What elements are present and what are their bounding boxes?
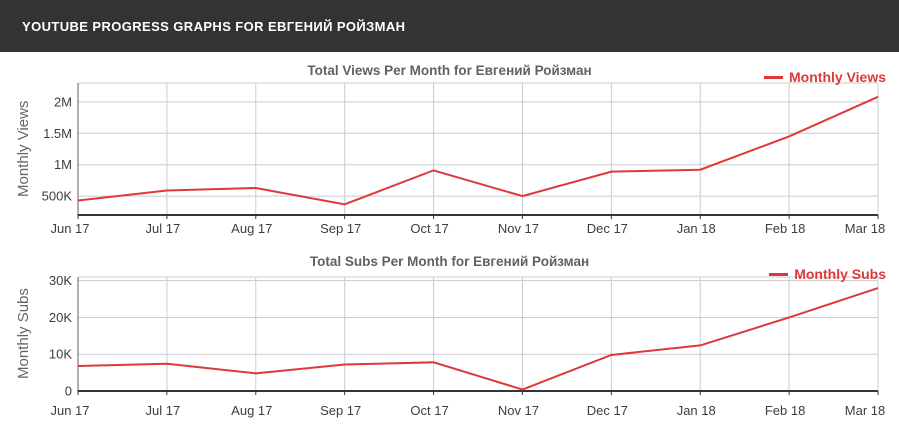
subs-legend: Monthly Subs	[769, 266, 886, 282]
page-title: YOUTUBE PROGRESS GRAPHS FOR ЕВГЕНИЙ РОЙЗ…	[22, 18, 406, 34]
y-tick-label: 1M	[54, 157, 72, 172]
views-legend: Monthly Views	[764, 69, 886, 85]
legend-line-icon	[764, 75, 784, 79]
x-tick-label: Mar 18	[845, 403, 885, 418]
y-tick-label: 20K	[49, 310, 72, 325]
x-tick-label: Mar 18	[845, 221, 885, 236]
x-tick-label: Feb 18	[765, 403, 805, 418]
x-tick-label: Jul 17	[146, 403, 181, 418]
y-tick-label: 10K	[49, 347, 72, 362]
subs-y-axis-title: Monthly Subs	[15, 288, 32, 380]
x-tick-label: Jun 17	[50, 403, 89, 418]
y-tick-label: 30K	[49, 273, 72, 288]
subs-legend-label: Monthly Subs	[794, 266, 886, 282]
y-tick-label: 0	[65, 384, 72, 399]
x-tick-label: Sep 17	[320, 403, 361, 418]
x-tick-label: Nov 17	[498, 403, 539, 418]
x-tick-label: Oct 17	[410, 403, 448, 418]
data-line[interactable]	[77, 95, 879, 206]
x-tick-label: Nov 17	[498, 221, 539, 236]
views-chart-section: 500K 1M 1.5M 2M Jun 17 Jul 17 Aug 17 Sep 17 Oct …	[0, 52, 899, 245]
x-tick-label: Jan 18	[677, 221, 716, 236]
data-line[interactable]	[77, 287, 879, 391]
x-tick-label: Feb 18	[765, 221, 805, 236]
x-tick-label: Aug 17	[231, 221, 272, 236]
x-tick-label: Jun 17	[50, 221, 89, 236]
x-tick-label: Dec 17	[587, 403, 628, 418]
x-tick-label: Sep 17	[320, 221, 361, 236]
app-header: YOUTUBE PROGRESS GRAPHS FOR ЕВГЕНИЙ РОЙЗ…	[0, 0, 899, 52]
subs-chart-section: 0 10K 20K 30K Jun 17 Jul 17 Aug 17 Sep 17 Oct 17…	[0, 245, 899, 427]
subs-plot-area[interactable]: 0 10K 20K 30K Jun 17 Jul 17 Aug 17 Sep 17 Oct 17…	[0, 245, 899, 427]
views-chart-title: Total Views Per Month for Евгений Ройзма…	[307, 63, 592, 78]
x-tick-label: Dec 17	[587, 221, 628, 236]
y-tick-label: 1.5M	[43, 126, 72, 141]
x-tick-label: Jan 18	[677, 403, 716, 418]
y-tick-label: 2M	[54, 94, 72, 109]
x-tick-label: Jul 17	[146, 221, 181, 236]
x-tick-label: Aug 17	[231, 403, 272, 418]
views-legend-label: Monthly Views	[789, 69, 886, 85]
x-tick-label: Oct 17	[410, 221, 448, 236]
legend-line-icon	[769, 272, 789, 276]
views-plot-area[interactable]: 500K 1M 1.5M 2M Jun 17 Jul 17 Aug 17 Sep 17 Oct …	[0, 52, 899, 245]
y-tick-label: 500K	[42, 189, 73, 204]
views-y-axis-title: Monthly Views	[15, 100, 32, 198]
subs-chart-title: Total Subs Per Month for Евгений Ройзман	[309, 254, 590, 269]
